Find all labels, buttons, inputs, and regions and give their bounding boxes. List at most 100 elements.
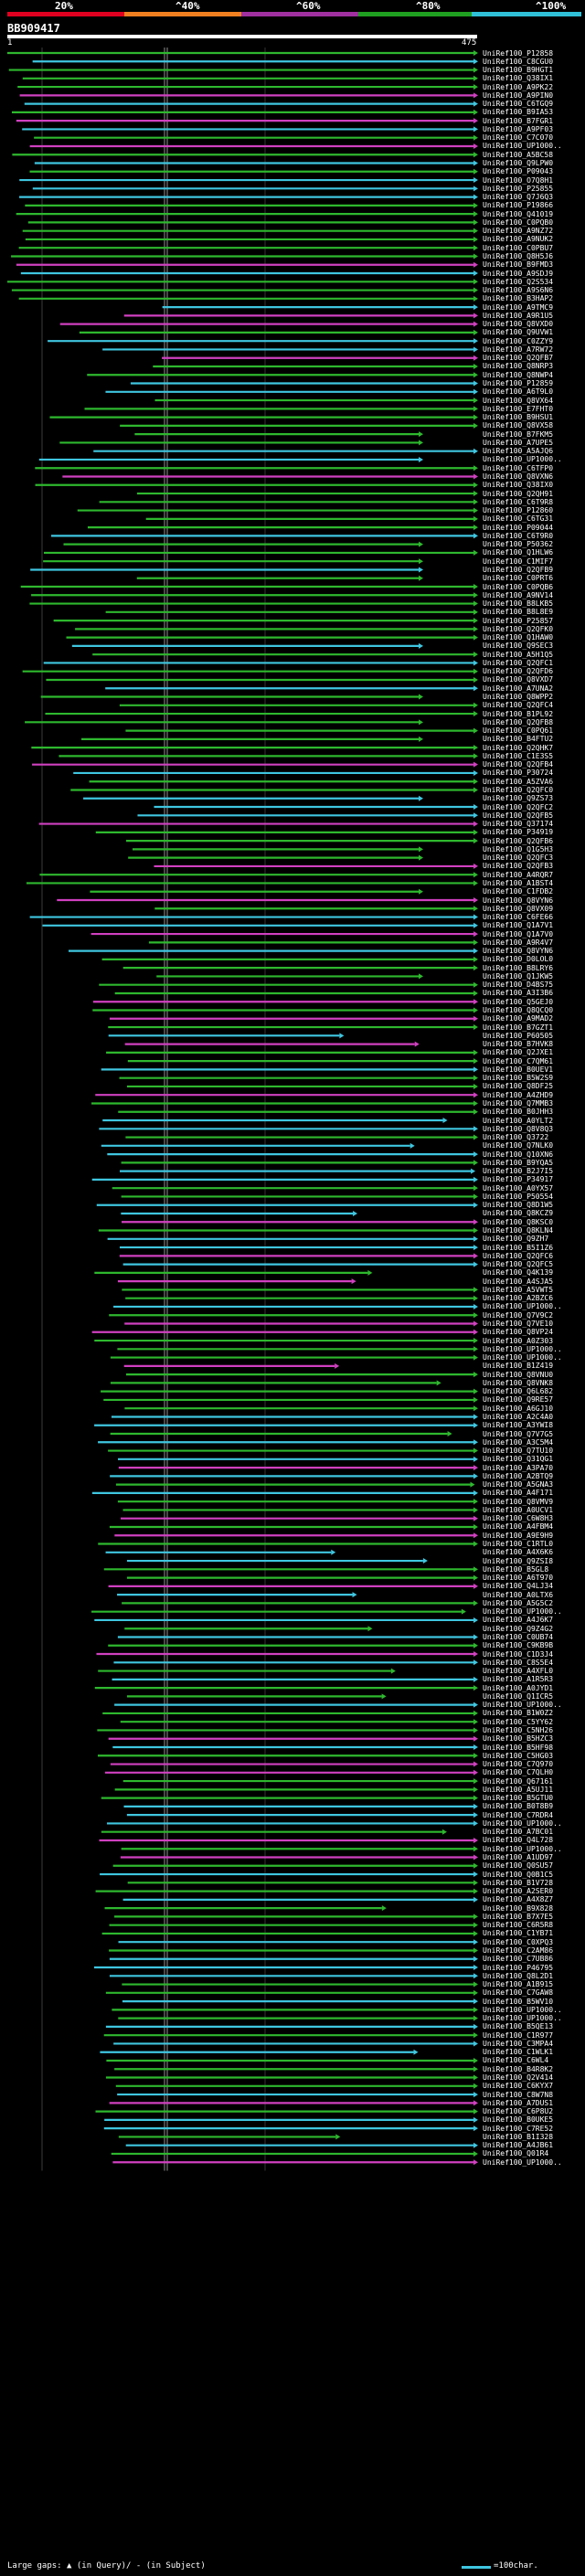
hit-label[interactable]: UniRef100_UP1000.. <box>483 2005 562 2014</box>
hit-label[interactable]: UniRef100_Q8D1W5 <box>483 1201 554 1210</box>
hit-label[interactable]: UniRef100_B9X828 <box>483 1903 554 1913</box>
hit-label[interactable]: UniRef100_C7Q970 <box>483 1760 554 1769</box>
hit-label[interactable]: UniRef100_Q7NLK0 <box>483 1141 554 1150</box>
hit-label[interactable]: UniRef100_Q2QFB5 <box>483 811 554 820</box>
hit-label[interactable]: UniRef100_A5G5C2 <box>483 1598 554 1607</box>
hit-label[interactable]: UniRef100_C0PQ61 <box>483 726 554 736</box>
hit-label[interactable]: UniRef100_B8LKB5 <box>483 599 554 609</box>
hit-label[interactable]: UniRef100_Q2QFC4 <box>483 701 554 710</box>
hit-label[interactable]: UniRef100_C5YY62 <box>483 1717 554 1726</box>
hit-label[interactable]: UniRef100_Q6L682 <box>483 1387 554 1396</box>
hit-label[interactable]: UniRef100_A3I3B6 <box>483 989 554 998</box>
hit-label[interactable]: UniRef100_C0PRT6 <box>483 574 554 583</box>
hit-label[interactable]: UniRef100_UP1000.. <box>483 142 562 151</box>
hit-label[interactable]: UniRef100_A5VWT5 <box>483 1285 554 1294</box>
hit-label[interactable]: UniRef100_C8S5E4 <box>483 1658 554 1667</box>
hit-label[interactable]: UniRef100_Q2JXE1 <box>483 1048 554 1057</box>
hit-label[interactable]: UniRef100_A2SER0 <box>483 1887 554 1896</box>
hit-label[interactable]: UniRef100_Q8WPP2 <box>483 693 554 702</box>
hit-label[interactable]: UniRef100_B9YQA5 <box>483 1158 554 1167</box>
hit-label[interactable]: UniRef100_C7RE52 <box>483 2124 554 2133</box>
hit-label[interactable]: UniRef100_Q2QFB7 <box>483 354 554 363</box>
hit-label[interactable]: UniRef100_P25857 <box>483 616 554 625</box>
hit-label[interactable]: UniRef100_Q1ICR5 <box>483 1691 554 1701</box>
hit-label[interactable]: UniRef100_A0LTX6 <box>483 1590 554 1599</box>
hit-label[interactable]: UniRef100_C0UB74 <box>483 1632 554 1641</box>
hit-label[interactable]: UniRef100_Q8VX64 <box>483 396 554 405</box>
hit-label[interactable]: UniRef100_E7FHT0 <box>483 404 554 413</box>
hit-label[interactable]: UniRef100_A9TMC9 <box>483 302 554 312</box>
hit-label[interactable]: UniRef100_Q2QFC5 <box>483 1260 554 1269</box>
hit-label[interactable]: UniRef100_B5W2S9 <box>483 1074 554 1083</box>
hit-label[interactable]: UniRef100_B5GTU0 <box>483 1794 554 1803</box>
hit-label[interactable]: UniRef100_Q2QFC6 <box>483 1251 554 1260</box>
hit-label[interactable]: UniRef100_Q8VNU0 <box>483 1370 554 1379</box>
hit-label[interactable]: UniRef100_A3C5M4 <box>483 1437 554 1447</box>
hit-label[interactable]: UniRef100_C1YB71 <box>483 1929 554 1938</box>
hit-label[interactable]: UniRef100_C7QLH0 <box>483 1768 554 1777</box>
hit-label[interactable]: UniRef100_C6T9R8 <box>483 497 554 506</box>
hit-label[interactable]: UniRef100_C0XPQ3 <box>483 1937 554 1946</box>
hit-label[interactable]: UniRef100_B5WV10 <box>483 1997 554 2006</box>
hit-label[interactable]: UniRef100_B1PL92 <box>483 709 554 718</box>
hit-label[interactable]: UniRef100_B5I1Z6 <box>483 1243 554 1252</box>
hit-label[interactable]: UniRef100_A7UNA2 <box>483 684 554 693</box>
hit-label[interactable]: UniRef100_Q37174 <box>483 820 554 829</box>
hit-label[interactable]: UniRef100_A3PA70 <box>483 1463 554 1472</box>
hit-label[interactable]: UniRef100_Q8VXD7 <box>483 675 554 684</box>
hit-label[interactable]: UniRef100_Q2QH91 <box>483 489 554 498</box>
hit-label[interactable]: UniRef100_A6T970 <box>483 1574 554 1583</box>
hit-label[interactable]: UniRef100_C6TFP0 <box>483 463 554 472</box>
hit-label[interactable]: UniRef100_Q10XN6 <box>483 1150 554 1159</box>
hit-label[interactable]: UniRef100_A4SJA5 <box>483 1277 554 1286</box>
hit-label[interactable]: UniRef100_C7C070 <box>483 133 554 143</box>
hit-label[interactable]: UniRef100_A0Z303 <box>483 1336 554 1345</box>
hit-label[interactable]: UniRef100_Q9Z4G2 <box>483 1624 554 1633</box>
hit-label[interactable]: UniRef100_Q4K139 <box>483 1268 554 1277</box>
hit-label[interactable]: UniRef100_Q2QFK0 <box>483 624 554 633</box>
hit-label[interactable]: UniRef100_Q8KCZ9 <box>483 1209 554 1218</box>
hit-label[interactable]: UniRef100_A9MAD2 <box>483 1014 554 1023</box>
hit-label[interactable]: UniRef100_C6TGQ9 <box>483 100 554 109</box>
hit-label[interactable]: UniRef100_D4BS75 <box>483 981 554 990</box>
hit-label[interactable]: UniRef100_C9KB9B <box>483 1641 554 1650</box>
hit-label[interactable]: UniRef100_Q9ZSI8 <box>483 1556 554 1565</box>
hit-label[interactable]: UniRef100_Q9SEC3 <box>483 641 554 651</box>
hit-label[interactable]: UniRef100_UP1000.. <box>483 455 562 464</box>
hit-label[interactable]: UniRef100_UP1000.. <box>483 1844 562 1853</box>
hit-label[interactable]: UniRef100_B8LRY6 <box>483 963 554 972</box>
hit-label[interactable]: UniRef100_A9NUK2 <box>483 235 554 244</box>
hit-label[interactable]: UniRef100_UP1000.. <box>483 1818 562 1828</box>
hit-label[interactable]: UniRef100_Q41019 <box>483 209 554 218</box>
hit-label[interactable]: UniRef100_Q7TU10 <box>483 1447 554 1456</box>
hit-label[interactable]: UniRef100_Q7MMB3 <box>483 1098 554 1108</box>
hit-label[interactable]: UniRef100_Q2QFB3 <box>483 862 554 871</box>
hit-label[interactable]: UniRef100_P09044 <box>483 523 554 532</box>
hit-label[interactable]: UniRef100_A6GJ10 <box>483 1404 554 1413</box>
hit-label[interactable]: UniRef100_O7Q8H1 <box>483 175 554 185</box>
hit-label[interactable]: UniRef100_C7RDR4 <box>483 1810 554 1819</box>
hit-label[interactable]: UniRef100_C6KYX7 <box>483 2082 554 2091</box>
hit-label[interactable]: UniRef100_Q1A7V1 <box>483 921 554 930</box>
hit-label[interactable]: UniRef100_A7UPE5 <box>483 438 554 447</box>
hit-label[interactable]: UniRef100_B1W0Z2 <box>483 1709 554 1718</box>
hit-label[interactable]: UniRef100_B1I328 <box>483 2132 554 2141</box>
hit-label[interactable]: UniRef100_Q2V414 <box>483 2073 554 2083</box>
hit-label[interactable]: UniRef100_A4XFL0 <box>483 1667 554 1676</box>
hit-label[interactable]: UniRef100_P09043 <box>483 167 554 176</box>
hit-label[interactable]: UniRef100_A5AJQ6 <box>483 447 554 456</box>
hit-label[interactable]: UniRef100_Q8VMV9 <box>483 1497 554 1506</box>
hit-label[interactable]: UniRef100_Q2QFB6 <box>483 836 554 845</box>
hit-label[interactable]: UniRef100_B5HF98 <box>483 1743 554 1752</box>
hit-label[interactable]: UniRef100_A9SDJ9 <box>483 269 554 278</box>
hit-label[interactable]: UniRef100_B9FMD3 <box>483 260 554 270</box>
hit-label[interactable]: UniRef100_Q8KSC0 <box>483 1217 554 1226</box>
hit-label[interactable]: UniRef100_A0JYD1 <box>483 1683 554 1692</box>
hit-label[interactable]: UniRef100_P12859 <box>483 379 554 388</box>
hit-label[interactable]: UniRef100_C5NH26 <box>483 1725 554 1734</box>
hit-label[interactable]: UniRef100_P12860 <box>483 506 554 515</box>
hit-label[interactable]: UniRef100_B0JHH3 <box>483 1108 554 1117</box>
hit-label[interactable]: UniRef100_B7GZT1 <box>483 1023 554 1032</box>
hit-label[interactable]: UniRef100_Q9RE57 <box>483 1395 554 1405</box>
hit-label[interactable]: UniRef100_A4JB61 <box>483 2141 554 2150</box>
